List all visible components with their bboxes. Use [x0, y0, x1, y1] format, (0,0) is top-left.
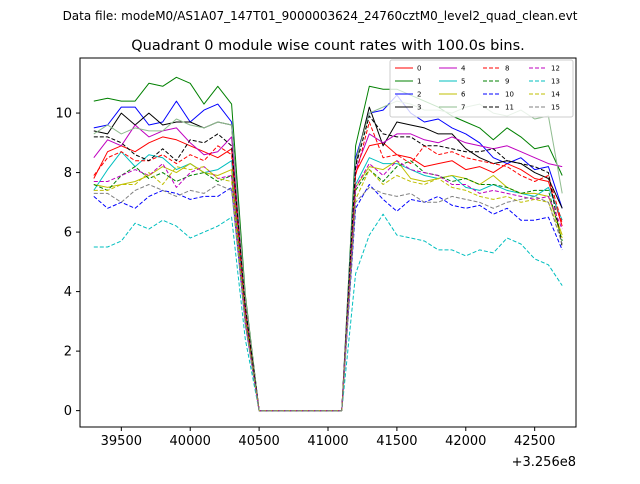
- plot-area-frame: [79, 57, 577, 428]
- legend-label-10: 10: [505, 91, 514, 99]
- series-line-15: [93, 184, 563, 412]
- legend-label-14: 14: [551, 91, 560, 99]
- legend-label-9: 9: [505, 78, 509, 86]
- legend-label-0: 0: [417, 65, 421, 73]
- chart-title: Quadrant 0 module wise count rates with …: [131, 38, 525, 54]
- legend-label-1: 1: [417, 78, 421, 86]
- legend-label-8: 8: [505, 65, 509, 73]
- legend-label-2: 2: [417, 91, 421, 99]
- chart-suptitle: Data file: modeM0/AS1A07_147T01_90000036…: [63, 9, 578, 23]
- series-line-10: [93, 184, 563, 412]
- legend-label-12: 12: [551, 65, 560, 73]
- legend-label-5: 5: [461, 78, 465, 86]
- legend-label-15: 15: [551, 104, 560, 112]
- y-tick-label: 2: [64, 345, 72, 360]
- legend-label-6: 6: [461, 91, 466, 99]
- legend-label-11: 11: [505, 104, 514, 112]
- legend-label-4: 4: [461, 65, 466, 73]
- y-tick-label: 4: [64, 285, 72, 300]
- y-tick-label: 10: [55, 107, 72, 122]
- x-tick-label: 39500: [101, 434, 142, 449]
- legend-label-7: 7: [461, 104, 465, 112]
- legend-frame: [389, 59, 574, 118]
- x-tick-label: 42000: [445, 434, 486, 449]
- y-tick-label: 6: [64, 226, 72, 241]
- series-line-9: [93, 160, 563, 412]
- y-tick-label: 0: [64, 404, 72, 419]
- x-tick-label: 41500: [376, 434, 417, 449]
- x-tick-label: 41000: [307, 434, 348, 449]
- legend-label-3: 3: [417, 104, 421, 112]
- series-line-14: [93, 166, 563, 412]
- x-tick-label: 40500: [238, 434, 279, 449]
- y-tick-label: 8: [64, 166, 72, 181]
- tick-layer: 39500 40000 40500 41000 41500 42000 42500 0 2 4 6 8…: [55, 107, 555, 449]
- x-tick-label: 42500: [514, 434, 555, 449]
- x-tick-label: 40000: [170, 434, 211, 449]
- series-layer: [93, 76, 563, 412]
- x-offset-label: +3.256e8: [512, 455, 576, 470]
- legend-label-13: 13: [551, 78, 560, 86]
